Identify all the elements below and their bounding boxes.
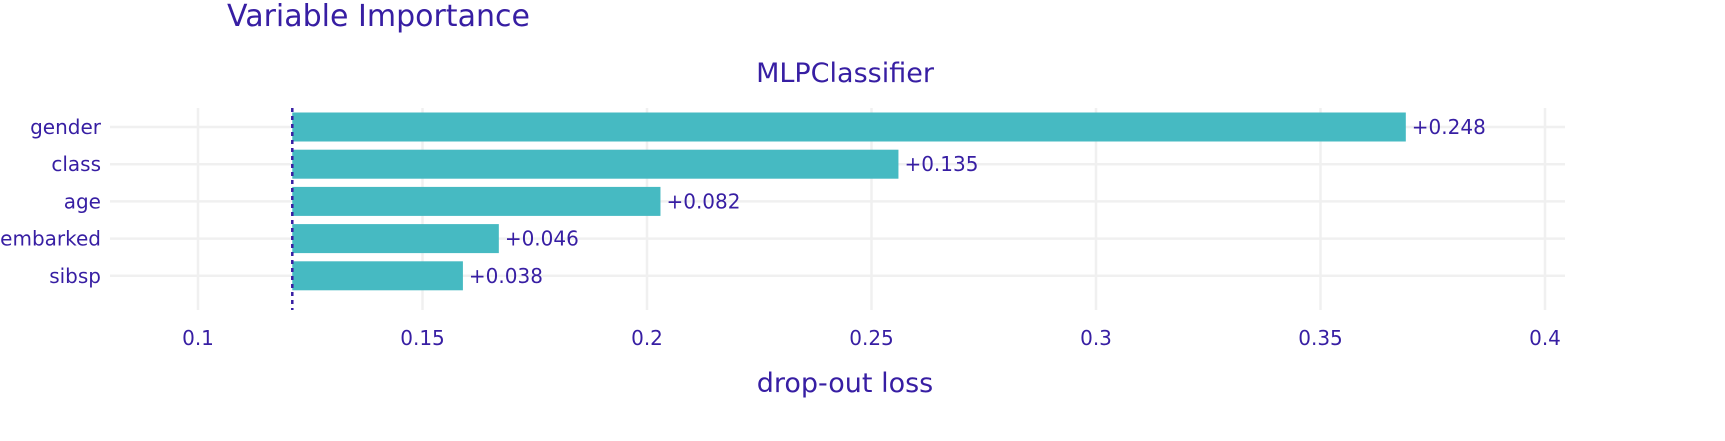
x-tick-label: 0.25 xyxy=(849,326,894,350)
category-label-gender: gender xyxy=(30,115,102,139)
x-tick-label: 0.15 xyxy=(400,326,445,350)
bar-class xyxy=(292,149,899,179)
bar-value-label: +0.082 xyxy=(666,189,740,213)
bar-value-label: +0.135 xyxy=(904,152,978,176)
category-label-class: class xyxy=(51,152,101,176)
category-label-embarked: embarked xyxy=(0,227,101,251)
category-label-age: age xyxy=(64,189,101,213)
chart-title: Variable Importance xyxy=(227,0,530,34)
category-labels: gender class age embarked sibsp xyxy=(0,115,102,288)
bar-age xyxy=(292,186,661,216)
x-tick-labels: 0.1 0.15 0.2 0.25 0.3 0.35 0.4 xyxy=(182,326,1561,350)
x-tick-label: 0.1 xyxy=(182,326,214,350)
x-tick-label: 0.4 xyxy=(1529,326,1561,350)
subplot-title: MLPClassifier xyxy=(756,58,935,89)
bar-sibsp xyxy=(292,261,463,291)
bars: +0.248 +0.135 +0.082 +0.046 +0.038 xyxy=(292,112,1486,291)
bar-gender xyxy=(292,112,1406,142)
bar-embarked xyxy=(292,224,499,254)
x-tick-label: 0.35 xyxy=(1298,326,1343,350)
x-tick-label: 0.2 xyxy=(631,326,663,350)
bar-value-label: +0.248 xyxy=(1412,115,1486,139)
category-label-sibsp: sibsp xyxy=(49,264,101,288)
bar-value-label: +0.046 xyxy=(505,227,579,251)
bar-value-label: +0.038 xyxy=(469,264,543,288)
x-tick-label: 0.3 xyxy=(1080,326,1112,350)
x-axis-label: drop-out loss xyxy=(757,368,934,399)
